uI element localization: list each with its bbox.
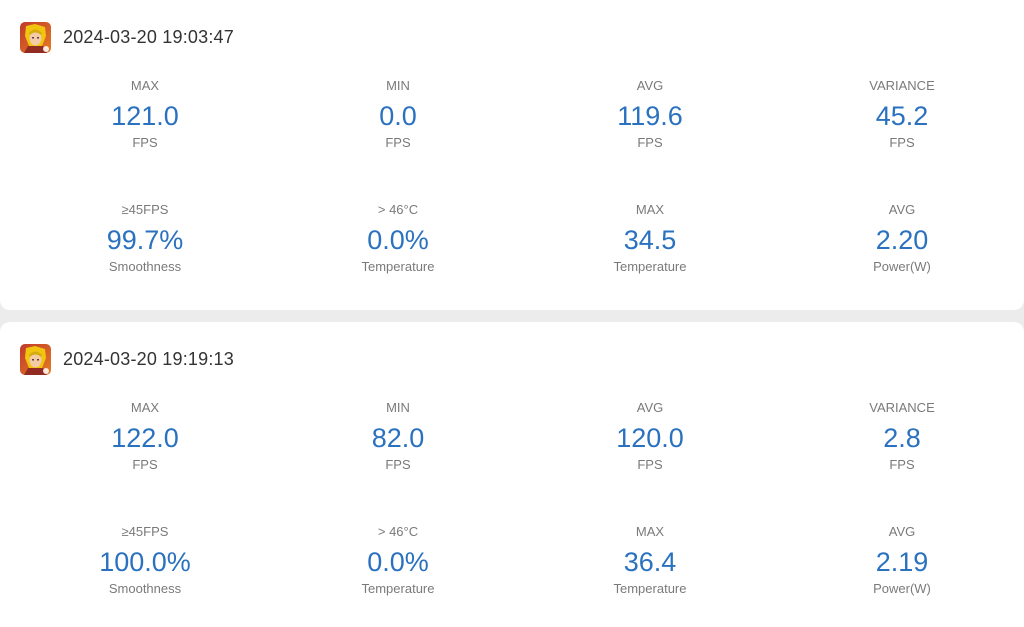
- metric-smoothness: ≥45FPS 100.0% Smoothness: [45, 524, 245, 597]
- metric-value: 120.0: [616, 423, 684, 453]
- metric-unit: FPS: [385, 135, 411, 150]
- metric-unit: Smoothness: [108, 581, 182, 596]
- metric-temperature-max: MAX 36.4 Temperature: [550, 524, 750, 597]
- metric-unit: Temperature: [361, 581, 435, 596]
- metric-value: 36.4: [623, 547, 677, 577]
- metric-fps-min: MIN 0.0 FPS: [298, 78, 498, 151]
- metric-fps-variance: VARIANCE 45.2 FPS: [802, 78, 1002, 151]
- metric-unit: FPS: [132, 457, 158, 472]
- metric-unit: FPS: [385, 457, 411, 472]
- metric-label: MIN: [386, 400, 410, 415]
- metric-label: MIN: [386, 78, 410, 93]
- metric-power-avg: AVG 2.20 Power(W): [802, 202, 1002, 275]
- metric-fps-avg: AVG 119.6 FPS: [550, 78, 750, 151]
- metric-unit: Smoothness: [108, 259, 182, 274]
- metric-fps-avg: AVG 120.0 FPS: [550, 400, 750, 473]
- metric-value: 0.0%: [367, 547, 429, 577]
- metric-label: VARIANCE: [869, 78, 935, 93]
- metric-label: ≥45FPS: [121, 524, 169, 539]
- metric-value: 34.5: [623, 225, 677, 255]
- session-card[interactable]: 2024-03-20 19:03:47 MAX 121.0 FPS MIN 0.…: [0, 0, 1024, 310]
- metric-unit: FPS: [637, 457, 663, 472]
- metric-value: 0.0%: [367, 225, 429, 255]
- metric-label: MAX: [130, 78, 160, 93]
- metric-value: 45.2: [875, 101, 929, 131]
- metric-value: 99.7%: [106, 225, 184, 255]
- metric-unit: FPS: [889, 457, 915, 472]
- metric-value: 122.0: [111, 423, 179, 453]
- metric-label: > 46°C: [377, 524, 419, 539]
- metric-fps-variance: VARIANCE 2.8 FPS: [802, 400, 1002, 473]
- game-avatar-icon: [20, 343, 51, 375]
- metric-label: AVG: [888, 202, 916, 217]
- metric-smoothness: ≥45FPS 99.7% Smoothness: [45, 202, 245, 275]
- metric-unit: FPS: [889, 135, 915, 150]
- metric-label: AVG: [888, 524, 916, 539]
- metric-power-avg: AVG 2.19 Power(W): [802, 524, 1002, 597]
- metric-unit: FPS: [637, 135, 663, 150]
- metric-unit: FPS: [132, 135, 158, 150]
- session-timestamp: 2024-03-20 19:03:47: [63, 26, 234, 47]
- metric-label: MAX: [130, 400, 160, 415]
- metric-value: 119.6: [617, 101, 683, 131]
- metric-value: 121.0: [111, 101, 179, 131]
- metric-unit: Power(W): [873, 581, 931, 596]
- metric-temperature-over: > 46°C 0.0% Temperature: [298, 524, 498, 597]
- session-timestamp: 2024-03-20 19:19:13: [63, 348, 234, 369]
- metric-label: AVG: [636, 400, 664, 415]
- session-card[interactable]: 2024-03-20 19:19:13 MAX 122.0 FPS MIN 82…: [0, 322, 1024, 627]
- metric-label: MAX: [635, 524, 665, 539]
- metric-unit: Temperature: [613, 581, 687, 596]
- metric-value: 0.0: [379, 101, 417, 131]
- metric-label: ≥45FPS: [121, 202, 169, 217]
- metric-value: 2.19: [875, 547, 929, 577]
- metric-unit: Temperature: [613, 259, 687, 274]
- metric-value: 2.20: [875, 225, 929, 255]
- metric-label: MAX: [635, 202, 665, 217]
- metric-fps-max: MAX 121.0 FPS: [45, 78, 245, 151]
- metric-value: 82.0: [371, 423, 425, 453]
- metric-value: 100.0%: [99, 547, 191, 577]
- metric-temperature-over: > 46°C 0.0% Temperature: [298, 202, 498, 275]
- metric-value: 2.8: [883, 423, 921, 453]
- metric-label: AVG: [636, 78, 664, 93]
- metric-fps-min: MIN 82.0 FPS: [298, 400, 498, 473]
- metric-temperature-max: MAX 34.5 Temperature: [550, 202, 750, 275]
- metric-unit: Temperature: [361, 259, 435, 274]
- metric-unit: Power(W): [873, 259, 931, 274]
- game-avatar-icon: [20, 21, 51, 53]
- metric-label: VARIANCE: [869, 400, 935, 415]
- session-header: 2024-03-20 19:19:13: [20, 343, 234, 375]
- session-header: 2024-03-20 19:03:47: [20, 21, 234, 53]
- metric-fps-max: MAX 122.0 FPS: [45, 400, 245, 473]
- metric-label: > 46°C: [377, 202, 419, 217]
